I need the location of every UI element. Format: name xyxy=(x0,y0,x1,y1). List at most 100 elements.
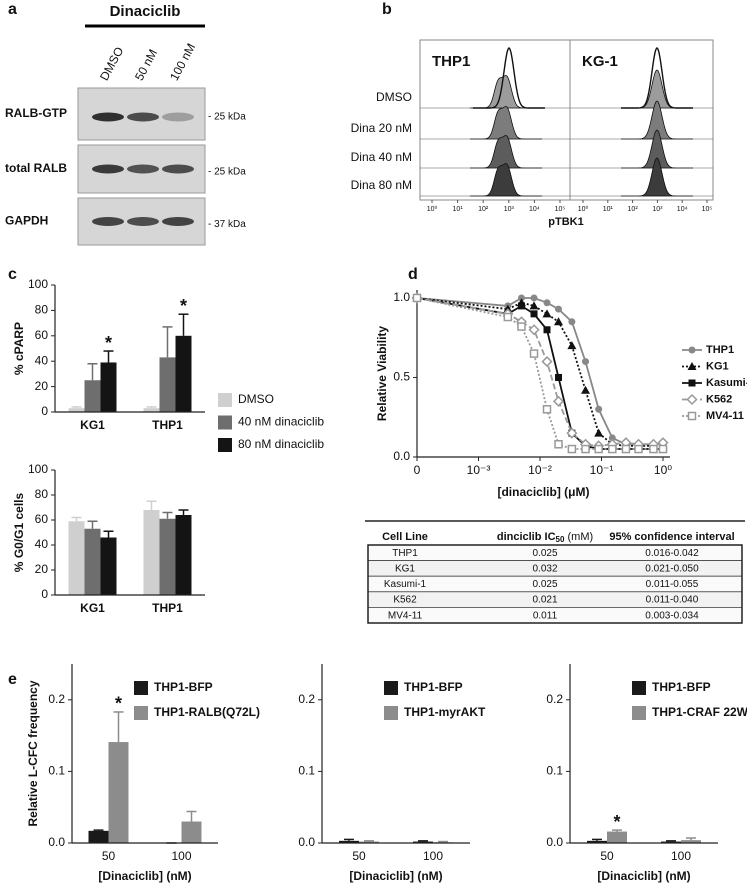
point xyxy=(649,444,658,454)
x-axis-title: pTBK1 xyxy=(548,216,583,228)
bar xyxy=(159,357,176,412)
y-tick-label: 0.1 xyxy=(298,764,315,778)
table-cell: 0.025 xyxy=(532,548,557,559)
table-frame xyxy=(367,544,743,624)
point xyxy=(552,395,565,407)
y-tick-label: 0.0 xyxy=(298,835,315,849)
sample-label: THP1 xyxy=(432,53,470,70)
legend-swatch xyxy=(632,681,646,695)
point xyxy=(543,326,551,334)
sample-label: KG-1 xyxy=(582,53,618,70)
y-tick-label: 60 xyxy=(35,328,49,342)
legend-marker xyxy=(688,379,696,387)
bar xyxy=(84,528,101,595)
table-header: 95% confidence interval xyxy=(609,531,734,543)
legend-marker xyxy=(688,346,696,354)
bar xyxy=(108,742,129,843)
x-tick-label: 10⁻³ xyxy=(467,463,491,477)
legend-label: MV4-11 xyxy=(706,410,744,422)
panel-label: b xyxy=(382,1,392,18)
panel-label: e xyxy=(8,671,17,688)
point xyxy=(517,322,526,331)
histogram xyxy=(621,129,693,169)
table-cell: K562 xyxy=(393,595,417,606)
legend-marker xyxy=(686,393,698,406)
header-unit: (mM) xyxy=(564,531,593,543)
x-tick-label: THP1 xyxy=(152,418,183,432)
y-tick-label: 100 xyxy=(28,462,48,476)
histogram xyxy=(470,106,542,140)
bar xyxy=(100,537,117,595)
header-subscript: 50 xyxy=(556,535,565,544)
x-tick-label: 50 xyxy=(600,849,614,863)
x-tick-label: 10¹ xyxy=(453,206,464,213)
bar xyxy=(175,515,192,595)
point xyxy=(542,309,552,318)
bar xyxy=(143,408,160,412)
point xyxy=(554,317,564,326)
x-tick-label: THP1 xyxy=(152,601,183,615)
lane-label: 50 nM xyxy=(132,47,160,83)
table-header: dinciclib IC50 (mM) xyxy=(497,531,593,544)
x-tick-label: 0 xyxy=(414,463,421,477)
histogram xyxy=(470,163,542,197)
bar xyxy=(607,831,627,843)
panel-label: c xyxy=(8,266,17,283)
y-axis-title: Relative Viability xyxy=(375,326,389,421)
band xyxy=(92,217,124,226)
x-tick-label: 10⁻¹ xyxy=(590,463,614,477)
histogram-panel xyxy=(569,39,714,201)
point xyxy=(581,385,591,394)
mw-marker: - 25 kDa xyxy=(208,112,246,123)
bar xyxy=(339,840,359,843)
bar xyxy=(359,841,379,843)
condition-label: DMSO xyxy=(376,90,412,104)
point xyxy=(567,444,577,454)
significance-mark: * xyxy=(115,694,122,714)
x-tick-label: 100 xyxy=(171,849,191,863)
legend-marker xyxy=(687,362,697,370)
significance-mark: * xyxy=(613,812,620,832)
y-tick-label: 0.2 xyxy=(48,692,65,706)
row-label: total RALB xyxy=(5,161,67,175)
table-cell: 0.021 xyxy=(532,595,557,606)
band xyxy=(127,164,159,174)
bar xyxy=(159,518,176,595)
point xyxy=(542,405,552,414)
table-cell: MV4-11 xyxy=(388,610,423,621)
histogram xyxy=(470,135,542,169)
y-tick-label: 1.0 xyxy=(393,290,410,304)
lane-label: 100 nM xyxy=(167,41,198,83)
point xyxy=(530,294,538,302)
condition-label: Dina 20 nM xyxy=(351,121,412,135)
header-text: Cell Line xyxy=(382,531,428,543)
x-tick-label: 10² xyxy=(478,206,489,213)
x-tick-label: 10⁴ xyxy=(677,206,688,213)
legend-label: THP1-BFP xyxy=(154,680,213,694)
histogram-outline xyxy=(473,46,545,109)
bar xyxy=(175,335,192,412)
table-cell: 0.032 xyxy=(532,564,557,575)
point xyxy=(621,444,631,454)
y-tick-label: 20 xyxy=(35,379,49,393)
x-axis-title: [Dinaciclib] (nM) xyxy=(597,869,690,883)
point xyxy=(568,318,576,326)
legend-swatch xyxy=(384,681,398,695)
point xyxy=(608,434,616,442)
y-axis-title: Relative L-CFC frequency xyxy=(26,680,40,826)
histogram-outline xyxy=(621,46,693,109)
bar xyxy=(681,840,701,843)
band xyxy=(162,112,194,122)
header-text: dinciclib IC xyxy=(497,531,556,543)
significance-mark: * xyxy=(180,296,187,316)
legend-label: THP1 xyxy=(706,344,734,356)
panel-label: d xyxy=(408,266,418,283)
point xyxy=(529,301,539,310)
table-cell: 0.003-0.034 xyxy=(645,610,699,621)
bar xyxy=(84,380,101,412)
y-tick-label: 0.2 xyxy=(298,692,315,706)
point xyxy=(517,294,525,302)
y-axis-title: % G0/G1 cells xyxy=(12,492,26,572)
x-tick-label: 10⁻² xyxy=(528,463,552,477)
legend-swatch xyxy=(218,438,232,452)
